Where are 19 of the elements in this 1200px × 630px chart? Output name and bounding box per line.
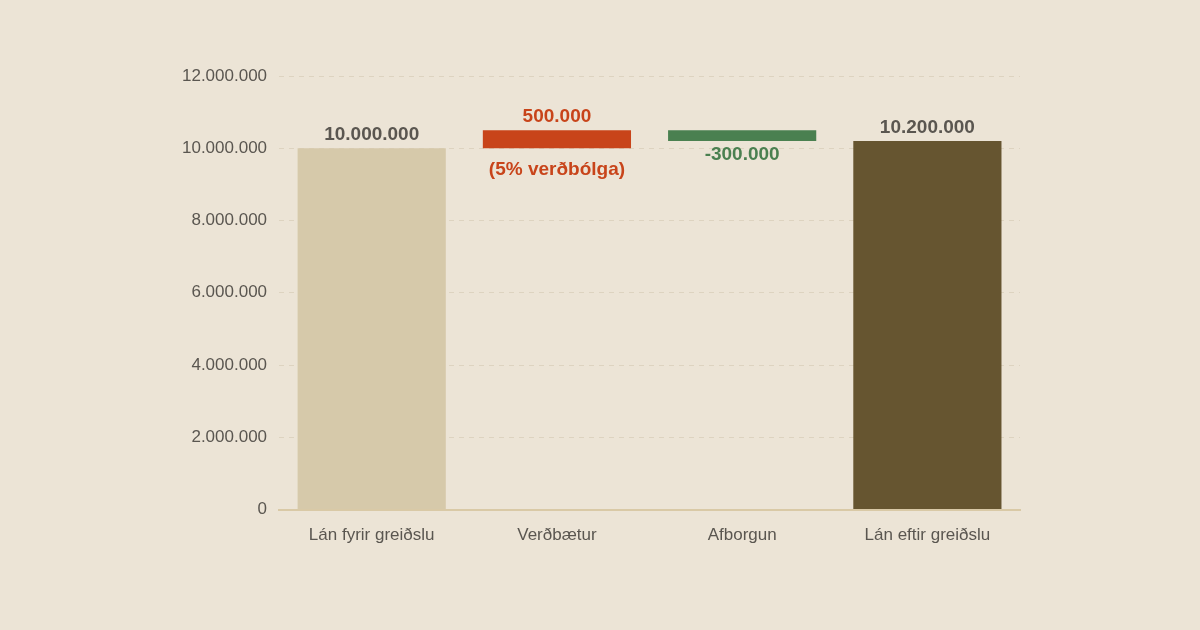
- data-label: 10.200.000: [879, 115, 975, 137]
- y-tick-label: 0: [257, 499, 268, 519]
- y-tick-label: 6.000.000: [191, 282, 268, 302]
- data-label: 10.000.000: [324, 123, 420, 144]
- bar: [853, 141, 1002, 510]
- x-tick-label: Verðbætur: [517, 525, 597, 545]
- data-label: -300.000: [704, 142, 780, 164]
- x-tick-label: Afborgun: [707, 525, 777, 545]
- y-tick-label: 10.000.000: [181, 137, 268, 157]
- data-label: 500.000: [522, 104, 592, 126]
- x-tick-label: Lán fyrir greiðslu: [308, 525, 435, 545]
- y-tick-label: 12.000.000: [181, 65, 268, 85]
- y-tick-label: 8.000.000: [191, 210, 268, 230]
- bar: [668, 130, 817, 142]
- annotation: (5% verðbólga): [488, 158, 626, 179]
- y-tick-label: 4.000.000: [191, 354, 268, 374]
- bar: [482, 130, 632, 149]
- x-tick-label: Lán eftir greiðslu: [864, 525, 991, 545]
- y-tick-label: 2.000.000: [191, 427, 268, 447]
